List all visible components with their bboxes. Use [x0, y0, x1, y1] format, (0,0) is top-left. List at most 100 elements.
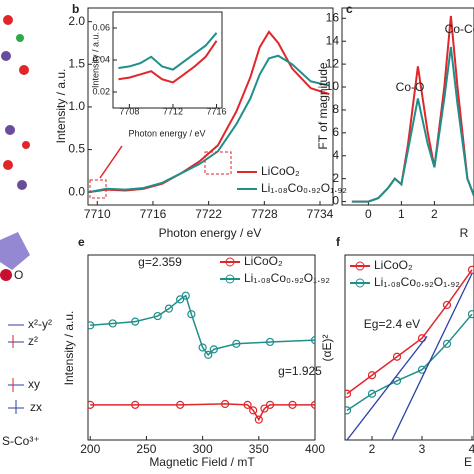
legend-label: Li₁.₀₈Co₀.₉₂O₁.₉₂ [261, 181, 347, 195]
y-tick-label: 12 [326, 56, 340, 70]
data-line [346, 313, 473, 412]
legend-label: LiCoO₂ [374, 258, 413, 272]
annotation: Eg=2.4 eV [364, 317, 420, 331]
data-point [88, 321, 95, 330]
structure-label: z² [28, 334, 38, 348]
data-point [187, 310, 196, 319]
panel: 7710 7716 7722 7728 7734 0.0 0.5 1.0 1.5 2.0 Photo… [54, 2, 347, 240]
y-tick-label: 0.04 [92, 54, 110, 64]
x-tick-label: 350 [249, 442, 269, 456]
panel: 2 3 4E (αE)² f LiCoO₂ Li₁.₀₈Co₀.₉₂O₁.₉₂ Eg=2.4 … [320, 235, 474, 469]
data-line [90, 403, 315, 422]
legend-marker [225, 257, 235, 267]
y-tick-label: 1.5 [68, 56, 85, 70]
zoom-arrow [99, 145, 123, 179]
y-tick-label: 2.0 [68, 14, 85, 28]
panel-letter: f [336, 235, 341, 249]
zoom-box [89, 179, 107, 199]
x-tick-label: 7708 [119, 106, 139, 116]
data-point [249, 406, 258, 415]
x-tick-label: 7716 [207, 106, 227, 116]
x-tick-label: 2 [369, 442, 376, 456]
data-point [108, 319, 117, 328]
legend-label: Li₁.₀₈Co₀.₉₂O₁.₉₂ [244, 271, 330, 285]
legend-label: LiCoO₂ [244, 254, 283, 268]
x-tick-label: 7710 [84, 207, 111, 221]
y-tick-label: 0 [332, 194, 339, 208]
y-tick-label: 14 [326, 33, 340, 47]
x-tick-label: 200 [80, 442, 100, 456]
data-line [391, 273, 473, 440]
data-point [310, 400, 315, 409]
plot-area [118, 32, 218, 84]
data-point [176, 400, 185, 409]
data-point [164, 304, 174, 313]
legend-marker [225, 274, 235, 284]
y-tick-label: 8 [332, 102, 339, 116]
data-point [288, 400, 297, 409]
data-point [131, 400, 140, 409]
plot-area [351, 15, 474, 203]
data-point [254, 415, 263, 424]
x-tick-label: 7716 [140, 207, 167, 221]
data-point [153, 311, 162, 321]
structure-label: O [14, 268, 23, 282]
x-tick-label: 1 [398, 207, 405, 221]
data-point [467, 310, 474, 319]
data-point [367, 389, 377, 398]
data-line [346, 269, 473, 395]
panel-letter: e [78, 235, 85, 249]
data-point [265, 400, 275, 409]
structure-label: zx [30, 400, 42, 414]
structure-art [0, 15, 30, 414]
data-line [118, 40, 218, 84]
data-point [204, 350, 213, 359]
y-tick-label: 0.5 [68, 142, 85, 156]
x-tick-label: 250 [136, 442, 156, 456]
x-tick-label: 7722 [195, 207, 222, 221]
y-tick-label: 0.06 [92, 22, 110, 32]
x-tick-label: 2 [431, 207, 438, 221]
structure-label: xy [28, 377, 40, 391]
plot-area [88, 30, 330, 194]
data-point [209, 345, 218, 354]
data-point [442, 300, 452, 310]
data-point [243, 400, 252, 409]
data-point [176, 295, 185, 304]
data-line [118, 32, 218, 71]
data-line [90, 294, 315, 357]
data-point [181, 291, 190, 300]
y-axis-label: Intensity / a.u. [62, 311, 76, 386]
y-tick-label: 0.0 [68, 184, 85, 198]
annotation: Co-O [396, 80, 425, 94]
data-point [265, 337, 275, 347]
annotation: g=1.925 [278, 364, 322, 378]
legend-marker [355, 278, 365, 288]
x-tick-label: 7712 [163, 106, 183, 116]
data-point [367, 371, 377, 380]
legend-label: Li₁.₀₈Co₀.₉₂O₁.₉₂ [374, 275, 460, 289]
x-tick-label: 400 [305, 442, 325, 456]
y-tick-label: 0.02 [92, 86, 110, 96]
y-tick-label: 2 [332, 171, 339, 185]
data-line [88, 54, 330, 194]
y-axis-label: (αE)² [320, 335, 334, 362]
x-axis-label: Photon energy / eV [128, 128, 205, 138]
legend-marker [355, 261, 365, 271]
data-point [131, 317, 140, 326]
panel-letter: b [72, 2, 79, 16]
structure-label: x²-y² [28, 317, 52, 331]
annotation: Co-Co [445, 22, 474, 36]
y-tick-label: 10 [326, 79, 340, 93]
zoom-box [204, 151, 232, 175]
panel: 7708 7712 7716 0.02 0.04 0.06 Photon energy / … [90, 11, 227, 138]
data-point [260, 404, 269, 413]
x-axis-label: Photon energy / eV [159, 226, 262, 240]
data-point [345, 389, 352, 398]
x-axis-label: R [460, 226, 469, 240]
plot-frame [341, 7, 474, 206]
y-tick-label: 6 [332, 125, 339, 139]
y-axis-label: Intensity / a.u. [90, 32, 100, 88]
